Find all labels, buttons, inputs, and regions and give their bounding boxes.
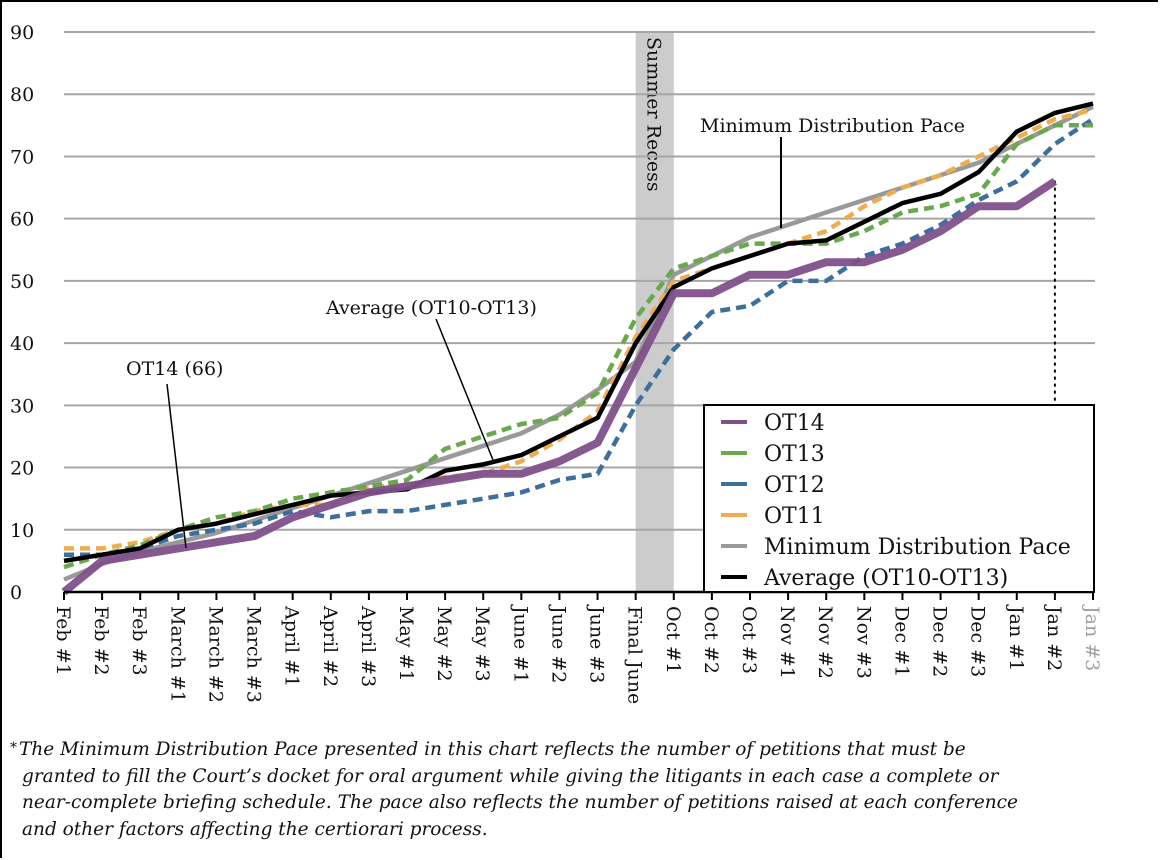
annotation-min-pace-label: Minimum Distribution Pace xyxy=(700,115,965,137)
x-tick-label: Feb #2 xyxy=(90,606,112,676)
x-tick-label: March #1 xyxy=(166,606,188,703)
series-line-average-ot10-ot13 xyxy=(63,101,1094,564)
annotation-average-label: Average (OT10-OT13) xyxy=(325,297,537,319)
legend-label: OT11 xyxy=(764,504,825,529)
x-tick-label: Dec #3 xyxy=(967,606,989,677)
x-axis xyxy=(63,590,1094,600)
y-tick-label: 20 xyxy=(10,458,34,480)
x-tick-label: March #2 xyxy=(204,606,226,703)
footnote-line: and other factors affecting the certiora… xyxy=(22,818,488,840)
y-tick-label: 40 xyxy=(10,333,34,355)
x-tick-label: Oct #1 xyxy=(662,606,684,674)
x-axis-tick-labels: Feb #1 Feb #2 Feb #3 March #1 March #2 March … xyxy=(52,604,1103,704)
x-tick-label: Nov #2 xyxy=(814,606,836,679)
summer-recess-label: Summer Recess xyxy=(643,37,665,192)
x-tick-label: Jan #1 xyxy=(1005,604,1027,671)
legend-label: OT14 xyxy=(764,411,825,436)
x-tick-label: June #3 xyxy=(586,604,608,683)
x-tick-label: Oct #3 xyxy=(738,606,760,674)
series-line-ot14 xyxy=(61,177,1058,596)
x-tick-label: Nov #3 xyxy=(852,606,874,679)
x-tick-label: Nov #1 xyxy=(776,606,798,679)
y-tick-label: 10 xyxy=(10,520,34,542)
line-chart: Summer Recess 0 10 20 30 40 50 60 70 80 90 Feb #1… xyxy=(10,22,1103,704)
legend: OT14 OT13 OT12 OT11 Minimum Distribution Pac… xyxy=(703,404,1095,593)
annotation-ot14-leader xyxy=(166,383,187,549)
y-tick-label: 0 xyxy=(10,582,22,604)
x-tick-label: May #3 xyxy=(471,606,493,682)
x-tick-label: April #1 xyxy=(281,605,303,687)
x-tick-label: May #2 xyxy=(433,606,455,682)
footnote-line: granted to fill the Court’s docket for o… xyxy=(22,765,999,787)
series-lines xyxy=(61,101,1095,596)
annotation-ot14-label: OT14 (66) xyxy=(126,358,223,380)
y-tick-label: 30 xyxy=(10,395,34,417)
y-tick-label: 70 xyxy=(10,146,34,168)
legend-label: OT12 xyxy=(764,473,825,498)
footnote-line: near-complete briefing schedule. The pac… xyxy=(22,792,1018,813)
footnote-line: * The Minimum Distribution Pace presented… xyxy=(10,739,966,760)
y-tick-label: 90 xyxy=(10,22,34,44)
legend-label: Minimum Distribution Pace xyxy=(764,535,1071,560)
x-tick-label: Jan #3 xyxy=(1081,604,1103,671)
legend-label: Average (OT10-OT13) xyxy=(763,566,1008,591)
annotations: OT14 (66) Average (OT10-OT13) Minimum Dist… xyxy=(126,115,965,549)
legend-box xyxy=(703,404,1095,593)
x-tick-label: April #3 xyxy=(357,605,379,687)
x-tick-label: Dec #1 xyxy=(890,606,912,677)
x-tick-label: Feb #1 xyxy=(52,606,74,676)
series-line-ot13 xyxy=(63,123,1093,570)
x-tick-label: Jan #2 xyxy=(1043,604,1065,671)
footnote: * The Minimum Distribution Pace presented… xyxy=(10,735,1130,843)
x-tick-label: March #3 xyxy=(243,606,265,703)
x-tick-label: Final June xyxy=(624,606,646,704)
y-tick-label: 50 xyxy=(10,271,34,293)
y-tick-label: 80 xyxy=(10,84,34,106)
annotation-average-leader xyxy=(435,318,494,461)
x-tick-label: Dec #2 xyxy=(929,606,951,677)
x-tick-label: Oct #2 xyxy=(700,606,722,674)
x-tick-label: April #2 xyxy=(319,605,341,687)
y-tick-label: 60 xyxy=(10,209,34,231)
x-tick-label: June #1 xyxy=(509,604,531,683)
x-tick-label: June #2 xyxy=(547,604,569,683)
y-axis-ticks: 0 10 20 30 40 50 60 70 80 90 xyxy=(10,22,34,604)
footnote-marker: * xyxy=(10,740,17,756)
x-tick-label: May #1 xyxy=(395,606,417,682)
gridlines xyxy=(64,31,1095,531)
x-tick-label: Feb #3 xyxy=(128,606,150,676)
legend-label: OT13 xyxy=(764,442,825,467)
